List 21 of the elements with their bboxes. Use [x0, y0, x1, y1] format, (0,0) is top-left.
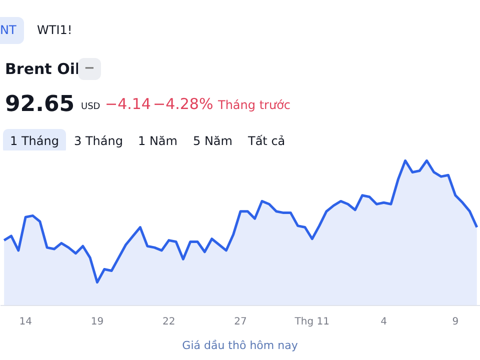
x-tick-label: 9 — [452, 316, 459, 328]
text: WTI1! — [37, 22, 72, 39]
text: −4.14 — [105, 94, 151, 115]
x-tick-label: 22 — [162, 316, 176, 328]
text: 3 Tháng — [74, 133, 123, 150]
text: 1 Tháng — [3, 129, 66, 154]
x-tick-label: 19 — [90, 316, 104, 328]
text: USD — [81, 101, 100, 114]
text: 1 Năm — [138, 133, 178, 150]
x-tick-label: Thg 11 — [294, 316, 330, 328]
x-tick-label: 27 — [234, 316, 247, 328]
text: 92.65 — [5, 91, 75, 119]
x-tick-label: 14 — [19, 316, 32, 328]
text: NT — [0, 17, 24, 44]
text: Tất cả — [248, 133, 286, 150]
text: −4.28% — [153, 94, 214, 115]
text: − — [84, 61, 95, 76]
text: Tháng trước — [218, 97, 291, 114]
x-tick-label: 4 — [380, 316, 387, 328]
text: 5 Năm — [193, 133, 232, 150]
text: Giá dầu thô hôm nay — [181, 338, 299, 354]
